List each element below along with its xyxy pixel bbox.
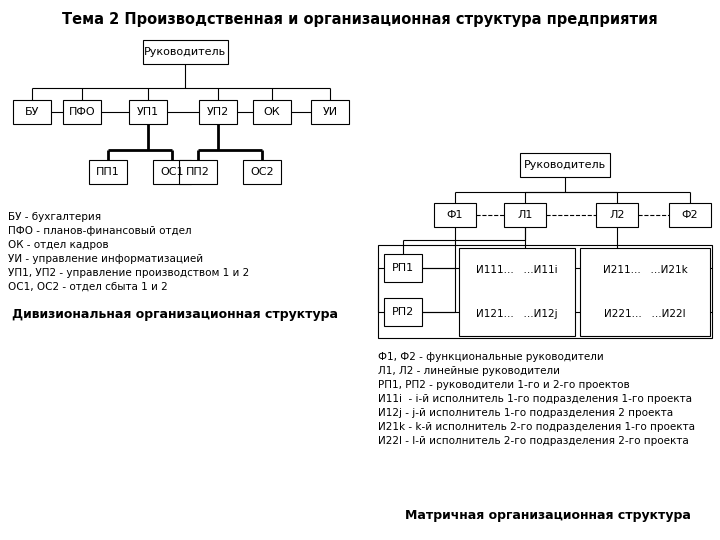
Text: Ф1: Ф1 [446, 210, 463, 220]
Text: ОС1, ОС2 - отдел сбыта 1 и 2: ОС1, ОС2 - отдел сбыта 1 и 2 [8, 282, 168, 292]
Text: Л1: Л1 [517, 210, 533, 220]
Text: УП1: УП1 [137, 107, 159, 117]
Bar [459, 248, 575, 336]
Text: И221...   ...И22l: И221... ...И22l [604, 309, 686, 319]
Text: УИ - управление информатизацией: УИ - управление информатизацией [8, 254, 203, 264]
Text: ОС2: ОС2 [250, 167, 274, 177]
Text: И111...   ...И11i: И111... ...И11i [476, 265, 558, 275]
Bar [504, 203, 546, 227]
Bar [384, 298, 422, 326]
Text: РП1: РП1 [392, 263, 414, 273]
Text: БУ: БУ [24, 107, 39, 117]
Bar [63, 100, 101, 124]
Text: Ф2: Ф2 [682, 210, 698, 220]
Bar [520, 153, 610, 177]
Bar [243, 160, 281, 184]
Bar [596, 203, 638, 227]
Text: ПФО: ПФО [68, 107, 95, 117]
Text: И21k - k-й исполнитель 2-го подразделения 1-го проекта: И21k - k-й исполнитель 2-го подразделени… [378, 422, 695, 432]
Bar [311, 100, 349, 124]
Text: Руководитель: Руководитель [524, 160, 606, 170]
Bar [580, 248, 710, 336]
Text: Руководитель: Руководитель [144, 47, 226, 57]
Bar [153, 160, 191, 184]
Text: Ф1, Ф2 - функциональные руководители: Ф1, Ф2 - функциональные руководители [378, 352, 604, 362]
Text: ПФО - планов-финансовый отдел: ПФО - планов-финансовый отдел [8, 226, 192, 236]
Text: УП2: УП2 [207, 107, 229, 117]
Text: РП1, РП2 - руководители 1-го и 2-го проектов: РП1, РП2 - руководители 1-го и 2-го прое… [378, 380, 630, 390]
Bar [434, 203, 476, 227]
Text: Тема 2 Производственная и организационная структура предприятия: Тема 2 Производственная и организационна… [62, 12, 658, 27]
Bar [143, 40, 228, 64]
Bar [129, 100, 167, 124]
Text: РП2: РП2 [392, 307, 414, 317]
Text: И11i  - i-й исполнитель 1-го подразделения 1-го проекта: И11i - i-й исполнитель 1-го подразделени… [378, 394, 692, 404]
Text: ОК - отдел кадров: ОК - отдел кадров [8, 240, 109, 250]
Text: ОС1: ОС1 [161, 167, 184, 177]
Text: Дивизиональная организационная структура: Дивизиональная организационная структура [12, 308, 338, 321]
Text: Л1, Л2 - линейные руководители: Л1, Л2 - линейные руководители [378, 366, 560, 376]
Bar [253, 100, 291, 124]
Bar [378, 245, 712, 338]
Bar [89, 160, 127, 184]
Text: И121...   ...И12j: И121... ...И12j [476, 309, 558, 319]
Text: ОК: ОК [264, 107, 280, 117]
Bar [179, 160, 217, 184]
Text: ПП1: ПП1 [96, 167, 120, 177]
Text: БУ - бухгалтерия: БУ - бухгалтерия [8, 212, 101, 222]
Text: УП1, УП2 - управление производством 1 и 2: УП1, УП2 - управление производством 1 и … [8, 268, 249, 278]
Bar [13, 100, 51, 124]
Text: Матричная организационная структура: Матричная организационная структура [405, 509, 691, 522]
Text: ПП2: ПП2 [186, 167, 210, 177]
Text: И211...   ...И21k: И211... ...И21k [603, 265, 688, 275]
Text: И22l - l-й исполнитель 2-го подразделения 2-го проекта: И22l - l-й исполнитель 2-го подразделени… [378, 436, 689, 446]
Text: Л2: Л2 [609, 210, 625, 220]
Text: И12j - j-й исполнитель 1-го подразделения 2 проекта: И12j - j-й исполнитель 1-го подразделени… [378, 408, 673, 418]
Bar [384, 254, 422, 282]
Bar [199, 100, 237, 124]
Bar [669, 203, 711, 227]
Text: УИ: УИ [323, 107, 338, 117]
